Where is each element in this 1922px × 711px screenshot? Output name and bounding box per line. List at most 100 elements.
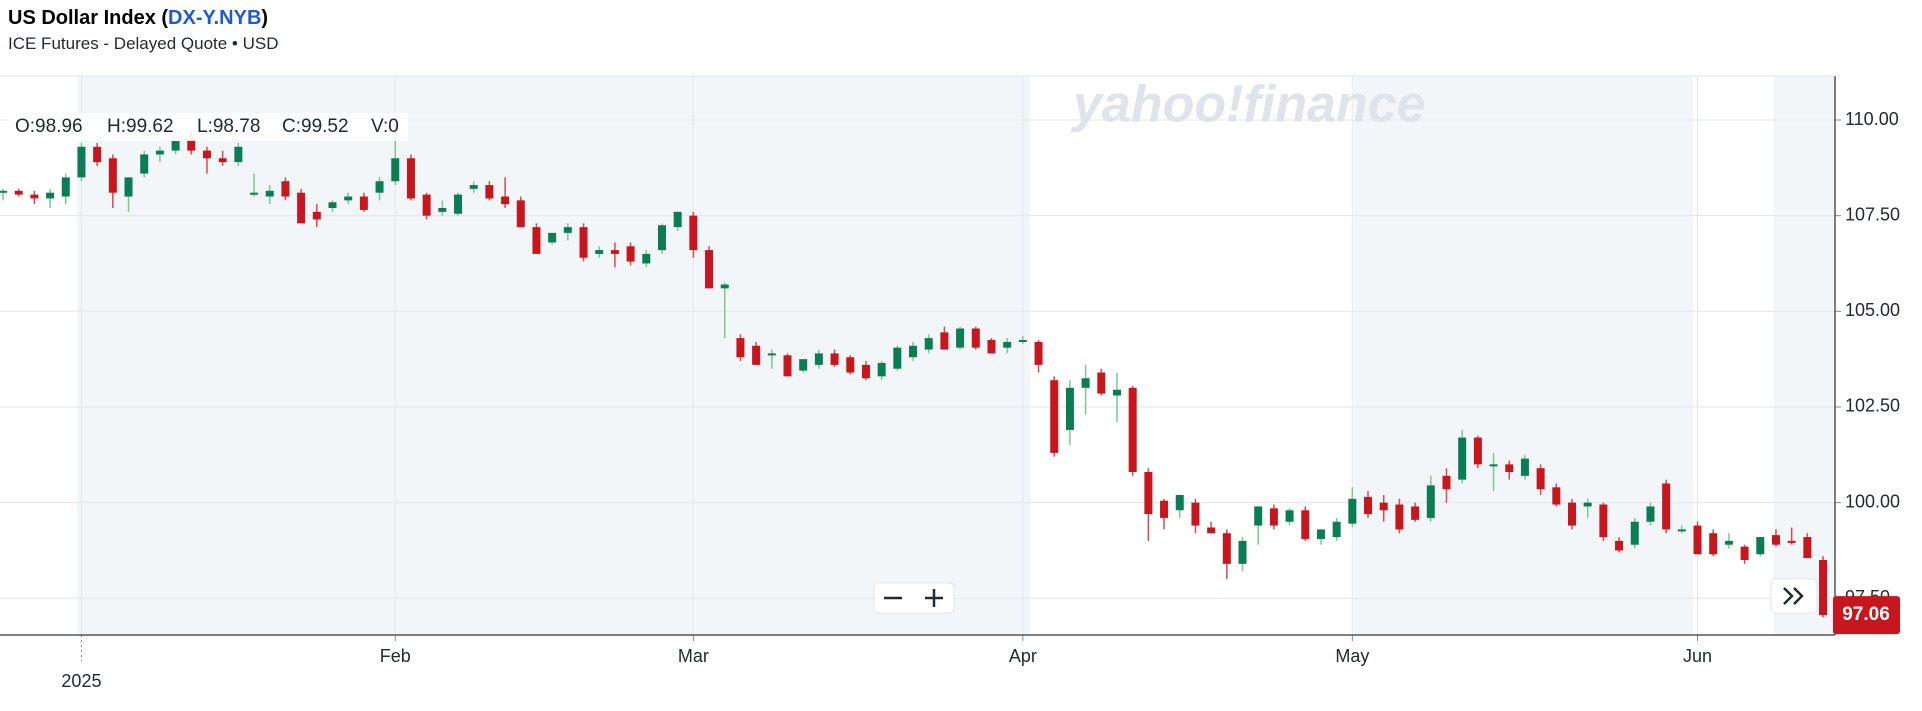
candle-body — [1411, 506, 1420, 520]
candle-body — [1191, 502, 1200, 526]
candle-body — [1112, 389, 1121, 396]
y-tick-label: 110.00 — [1845, 109, 1899, 129]
ohlc-legend-item: L:98.78 — [197, 116, 260, 137]
candle-body — [1615, 540, 1624, 551]
candle-body — [1348, 498, 1357, 524]
candle-body — [61, 177, 70, 197]
candle-body — [46, 192, 55, 199]
candle-body — [1442, 475, 1451, 490]
candle-body — [1003, 341, 1012, 348]
month-shade — [77, 76, 1030, 635]
zoom-controls — [873, 582, 955, 614]
candle-body — [705, 250, 714, 289]
candle-body — [1081, 378, 1090, 388]
ticker-link[interactable]: DX-Y.NYB — [168, 7, 262, 29]
watermark: yahoo!finance — [1070, 76, 1426, 134]
ohlc-legend-item: V:0 — [371, 116, 399, 137]
candle-body — [1254, 506, 1263, 526]
candle-body — [1395, 504, 1404, 530]
candle-body — [234, 146, 243, 163]
candle-body — [1238, 540, 1247, 564]
candle-body — [1599, 504, 1608, 538]
ohlc-legend-item: O:98.96 — [15, 116, 83, 137]
x-tick-label: May — [1335, 646, 1369, 666]
candle-body — [846, 357, 855, 373]
candle-body — [1426, 485, 1435, 518]
candle-body — [956, 328, 965, 348]
candle-body — [893, 347, 902, 369]
x-tick-label: Feb — [380, 646, 411, 666]
last-price-label: 97.06 — [1842, 604, 1890, 625]
ohlc-legend-bg — [8, 113, 408, 141]
candle-body — [736, 338, 745, 358]
candle-body — [1583, 502, 1592, 507]
candle-body — [1097, 372, 1106, 394]
candle-body — [1128, 387, 1137, 473]
candle-body — [1803, 537, 1812, 559]
candle-body — [610, 250, 619, 254]
month-shade — [1354, 76, 1693, 635]
candle-body — [673, 211, 682, 228]
candle-body — [454, 194, 463, 214]
candle-body — [548, 232, 557, 243]
candle-body — [532, 227, 541, 254]
candle-body — [485, 185, 494, 199]
background — [77, 76, 1835, 635]
candle-body — [1364, 496, 1373, 515]
candle-body — [265, 190, 274, 197]
candle-body — [1819, 560, 1828, 616]
candle-body — [155, 150, 164, 155]
candle-body — [1677, 529, 1686, 532]
candle-body — [1536, 468, 1545, 490]
candle-body — [250, 192, 259, 195]
candle-body — [124, 177, 133, 197]
candle-body — [1756, 537, 1765, 555]
candle-body — [1034, 341, 1043, 365]
scroll-end-button[interactable] — [1770, 578, 1818, 614]
candle-body — [940, 332, 949, 350]
candle-body — [1693, 525, 1702, 555]
candle-body — [297, 192, 306, 224]
x-tick-label: Mar — [678, 646, 709, 666]
candle-body — [218, 158, 227, 163]
candle-body — [1222, 533, 1231, 564]
title-text: US Dollar Index ( — [8, 7, 169, 29]
candle-body — [1771, 535, 1780, 545]
candle-body — [391, 158, 400, 182]
header: US Dollar Index (DX-Y.NYB) ICE Futures -… — [8, 4, 279, 56]
candle-body — [1458, 437, 1467, 480]
title-text: ) — [261, 7, 269, 29]
candle-body — [595, 250, 604, 254]
candle-body — [30, 194, 39, 199]
candle-body — [312, 211, 321, 220]
y-tick-label: 100.00 — [1845, 491, 1900, 511]
candle-body — [77, 146, 86, 178]
candle-body — [1630, 521, 1639, 545]
candle-body — [1787, 540, 1796, 543]
candle-body — [469, 185, 478, 189]
candle-body — [767, 353, 776, 356]
candle-body — [328, 202, 337, 209]
candle-body — [1709, 533, 1718, 555]
ohlc-legend-item: C:99.52 — [282, 116, 349, 137]
candle-body — [516, 200, 525, 228]
candle-body — [814, 353, 823, 365]
x-tick-label: Jun — [1683, 646, 1712, 666]
candle-body — [626, 246, 635, 262]
candle-body — [657, 225, 666, 251]
candle-body — [783, 355, 792, 377]
candle-body — [1050, 380, 1059, 453]
candle-body — [1175, 494, 1184, 511]
candle-body — [1568, 502, 1576, 526]
candle-body — [689, 215, 698, 251]
candle-body — [642, 253, 651, 264]
candle-body — [720, 284, 729, 289]
candle-body — [1316, 529, 1325, 539]
candle-body — [281, 181, 290, 197]
candle-body — [359, 196, 368, 210]
candle-body — [501, 196, 510, 205]
candle-body — [1740, 546, 1749, 561]
candle-body — [1520, 458, 1529, 476]
candle-body — [1207, 527, 1216, 534]
x-tick-label: 2025 — [61, 671, 101, 691]
